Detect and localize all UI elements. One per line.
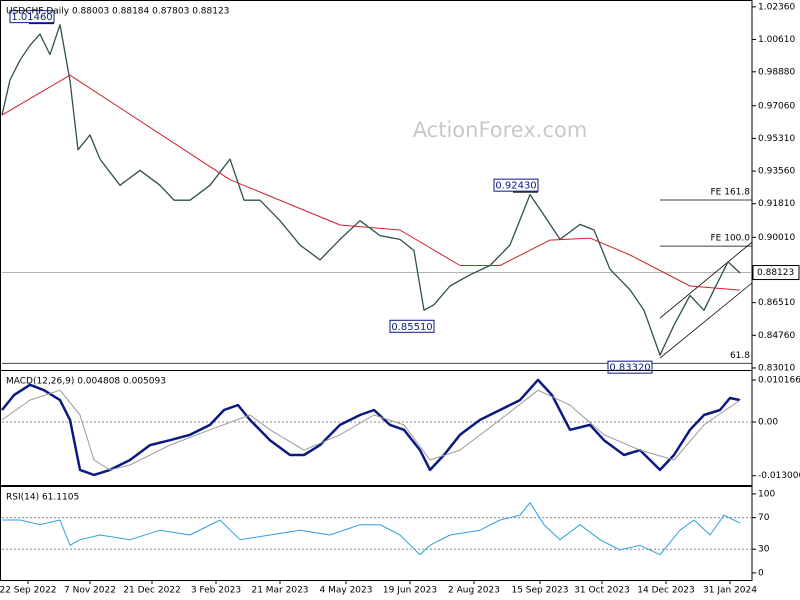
level-label: FE 100.0 (711, 234, 751, 244)
watermark: ActionForex.com (413, 118, 588, 142)
x-tick-label: 19 Jun 2023 (383, 586, 437, 596)
annotation-box (389, 319, 435, 333)
annotation-label: 1.01460 (11, 12, 52, 23)
x-tick-label: 2 Aug 2023 (448, 586, 500, 596)
series-line (1, 389, 741, 471)
pane-title: RSI(14) 61.1105 (6, 493, 79, 503)
series-line (1, 74, 741, 291)
y-tick-label: 0.90010 (758, 233, 795, 243)
x-tick-label: 15 Sep 2023 (511, 586, 568, 596)
x-tick-label: 21 Dec 2022 (123, 586, 181, 596)
series-line (1, 24, 741, 356)
pane-frame (0, 486, 753, 581)
last-price-label: 0.88123 (757, 268, 794, 278)
annotation-label: 0.92430 (495, 181, 536, 192)
annotation-box (493, 178, 539, 192)
level-label: 61.8 (730, 351, 750, 361)
pane-frame (0, 370, 753, 486)
x-tick-label: 21 Mar 2023 (251, 586, 308, 596)
x-tick-label: 31 Jan 2024 (703, 586, 757, 596)
y-tick-label: 0.00 (758, 417, 778, 427)
pane-frame (0, 0, 753, 371)
annotation-box (9, 10, 55, 24)
y-tick-label: 1.02360 (758, 2, 795, 12)
series-line (2, 502, 741, 556)
x-tick-label: 4 May 2023 (320, 586, 373, 596)
level-label: FE 161.8 (711, 187, 751, 197)
channel-line (659, 282, 753, 359)
x-tick-label: 22 Sep 2022 (0, 586, 57, 596)
y-tick-label: 0 (758, 568, 764, 578)
y-tick-label: 0.97060 (758, 101, 795, 111)
annotation-label: 0.83320 (609, 363, 650, 374)
y-tick-label: 0.93560 (758, 167, 795, 177)
y-tick-label: 100 (758, 489, 775, 499)
y-tick-label: 70 (758, 513, 770, 523)
y-tick-label: 0.86510 (758, 298, 795, 308)
x-tick-label: 14 Dec 2023 (637, 586, 695, 596)
x-tick-label: 7 Nov 2022 (64, 586, 116, 596)
y-tick-label: 0.010166 (758, 375, 800, 385)
annotation-label: 0.85510 (391, 322, 432, 333)
y-tick-label: 0.98880 (758, 67, 795, 77)
y-tick-label: 1.00610 (758, 35, 795, 45)
y-tick-label: 0.95310 (758, 134, 795, 144)
y-tick-label: -0.013006 (758, 471, 800, 481)
series-line (1, 378, 741, 477)
y-tick-label: 30 (758, 545, 770, 555)
y-tick-label: 0.83010 (758, 363, 795, 373)
y-tick-label: 0.84760 (758, 331, 795, 341)
y-tick-label: 0.91810 (758, 199, 795, 209)
x-tick-label: 31 Oct 2023 (574, 586, 630, 596)
pane-title: USDCHF,Daily 0.88003 0.88184 0.87803 0.8… (6, 7, 229, 17)
pane-title: MACD(12,26,9) 0.004808 0.005093 (6, 377, 166, 387)
x-tick-label: 3 Feb 2023 (191, 586, 241, 596)
channel-line (659, 241, 753, 319)
last-price-box (752, 265, 800, 281)
